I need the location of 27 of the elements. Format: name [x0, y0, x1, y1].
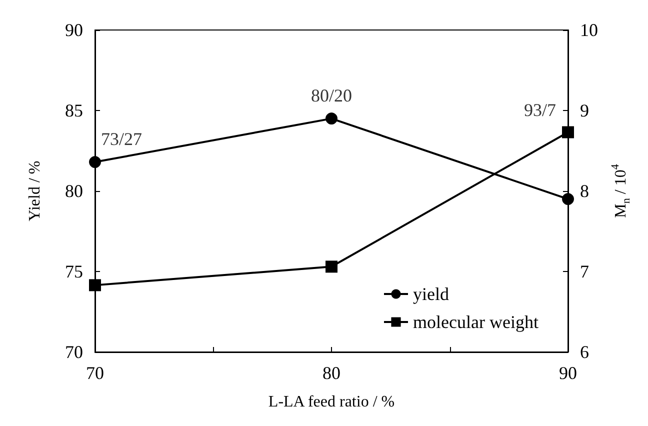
point	[326, 112, 338, 125]
x-tick-label: 90	[559, 363, 577, 383]
x-axis-title: L-LA feed ratio / %	[268, 394, 395, 410]
y2-axis-title: Mn / 104	[610, 164, 632, 218]
annotation: 93/7	[524, 100, 556, 120]
y2-tick-label: 8	[580, 181, 589, 201]
y-tick-label: 85	[65, 100, 83, 120]
point	[562, 126, 574, 138]
x-tick-label: 70	[86, 363, 104, 383]
y2-tick-label: 7	[580, 262, 589, 282]
annotation: 80/20	[310, 86, 352, 106]
y-axis-title: Yield / %	[26, 160, 44, 222]
point	[326, 260, 338, 273]
y-tick-label: 70	[65, 342, 83, 362]
y2-tick-label: 10	[580, 20, 598, 40]
annotation: 73/27	[101, 129, 142, 150]
legend-label: yield	[413, 284, 449, 304]
point	[562, 193, 574, 206]
y-tick-label: 75	[65, 262, 83, 282]
y2-tick-label: 6	[580, 342, 589, 362]
point	[89, 156, 101, 168]
point	[89, 279, 101, 292]
y-tick-label: 80	[65, 181, 83, 201]
legend-label: molecular weight	[413, 312, 538, 332]
x-tick-label: 80	[322, 363, 340, 383]
y2-tick-label: 9	[580, 100, 589, 120]
y-tick-label: 90	[65, 20, 83, 40]
